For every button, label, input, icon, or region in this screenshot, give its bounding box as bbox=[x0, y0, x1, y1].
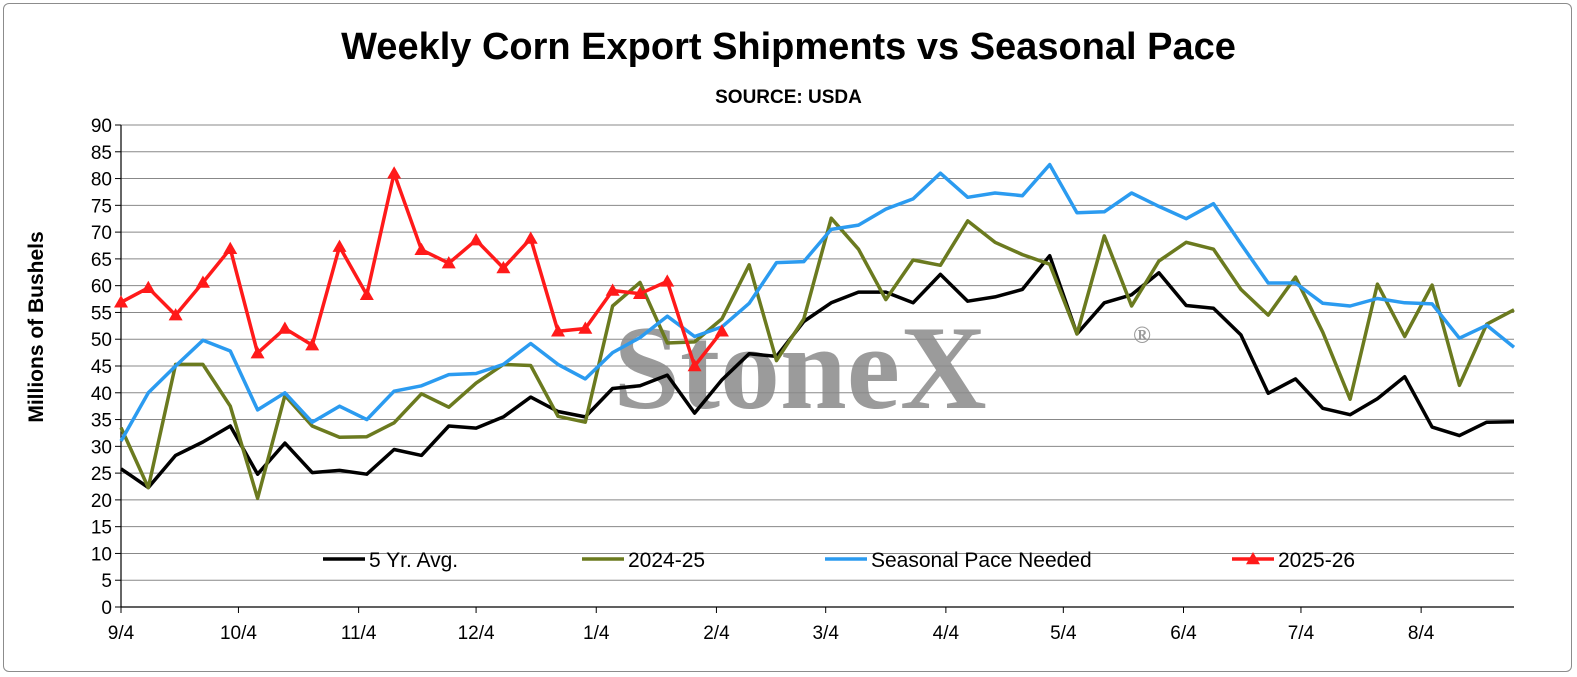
data-point-2025-26 bbox=[578, 321, 593, 334]
x-tick-label-8-4: 8/4 bbox=[1408, 623, 1435, 644]
y-tick-label-30: 30 bbox=[91, 437, 112, 458]
y-tick-label-5: 5 bbox=[101, 571, 112, 592]
y-tick-label-40: 40 bbox=[91, 384, 112, 405]
x-tick-label-11-4: 11/4 bbox=[341, 623, 377, 644]
y-tick-label-75: 75 bbox=[91, 196, 112, 217]
data-point-2025-26 bbox=[141, 280, 156, 294]
chart-title: Weekly Corn Export Shipments vs Seasonal… bbox=[341, 26, 1236, 68]
data-point-2025-26 bbox=[496, 260, 511, 274]
x-tick-label-9-4: 9/4 bbox=[108, 623, 135, 644]
data-point-2025-26 bbox=[168, 308, 183, 321]
y-tick-label-60: 60 bbox=[91, 277, 112, 298]
gridlines bbox=[121, 124, 1514, 581]
y-tick-label-50: 50 bbox=[91, 330, 112, 351]
x-tick-label-2-4: 2/4 bbox=[703, 623, 730, 644]
data-point-2025-26 bbox=[414, 242, 429, 256]
data-point-2025-26 bbox=[305, 338, 320, 351]
data-point-2025-26 bbox=[660, 274, 675, 287]
y-tick-label-70: 70 bbox=[91, 223, 112, 244]
x-tick-label-1-4: 1/4 bbox=[583, 623, 610, 644]
data-point-2025-26 bbox=[277, 321, 292, 334]
x-tick-label-7-4: 7/4 bbox=[1288, 623, 1315, 644]
data-point-2025-26 bbox=[687, 359, 702, 372]
data-point-2025-26 bbox=[551, 324, 566, 337]
series-lines bbox=[114, 162, 1516, 501]
legend-label-seasonal-pace-needed: Seasonal Pace Needed bbox=[871, 549, 1092, 572]
chart-frame bbox=[3, 3, 1572, 672]
chart-subtitle: SOURCE: USDA bbox=[715, 87, 862, 108]
y-axis-label: Millions of Bushels bbox=[25, 231, 48, 422]
y-tick-label-35: 35 bbox=[91, 411, 112, 432]
data-point-2025-26 bbox=[632, 286, 647, 299]
legend-label-2025-26: 2025-26 bbox=[1278, 549, 1355, 572]
x-tick-label-5-4: 5/4 bbox=[1050, 623, 1077, 644]
series-line-2024-25 bbox=[119, 216, 1515, 501]
y-tick-label-25: 25 bbox=[91, 464, 112, 485]
y-tick-label-45: 45 bbox=[91, 357, 112, 378]
data-point-2025-26 bbox=[250, 346, 265, 359]
y-tick-label-15: 15 bbox=[91, 518, 112, 539]
x-tick-label-12-4: 12/4 bbox=[458, 623, 495, 644]
data-point-2025-26 bbox=[114, 295, 128, 308]
axes: 0 5 10 15 20 25 30 35 40 45 50 55 60 65 70 75 80 85 90 9/4 1… bbox=[91, 116, 1514, 644]
series-line-seasonal-pace-needed bbox=[119, 162, 1516, 442]
data-point-2025-26 bbox=[469, 233, 484, 246]
series-line-5-yr-avg bbox=[120, 253, 1515, 490]
y-tick-label-55: 55 bbox=[91, 303, 112, 324]
y-tick-label-65: 65 bbox=[91, 250, 112, 271]
y-tick-label-20: 20 bbox=[91, 491, 112, 512]
data-point-2025-26 bbox=[441, 256, 456, 269]
data-point-2025-26 bbox=[387, 166, 402, 179]
y-tick-label-0: 0 bbox=[101, 598, 112, 619]
watermark-logo-text: StoneX bbox=[613, 301, 986, 434]
data-point-2025-26 bbox=[359, 287, 374, 301]
x-tick-label-4-4: 4/4 bbox=[933, 623, 960, 644]
y-tick-label-10: 10 bbox=[91, 544, 112, 565]
data-point-2025-26 bbox=[605, 283, 620, 296]
legend-marker-2025-26 bbox=[1246, 552, 1260, 565]
data-point-2025-26 bbox=[223, 241, 238, 254]
x-tick-label-6-4: 6/4 bbox=[1170, 623, 1197, 644]
data-point-2025-26 bbox=[195, 275, 210, 288]
y-tick-label-90: 90 bbox=[91, 116, 112, 137]
x-tick-label-3-4: 3/4 bbox=[812, 623, 839, 644]
y-tick-label-85: 85 bbox=[91, 143, 112, 164]
legend: 5 Yr. Avg. 2024-25 Seasonal Pace Needed 202… bbox=[323, 549, 1355, 572]
y-tick-label-80: 80 bbox=[91, 170, 112, 191]
legend-label-5-yr-avg: 5 Yr. Avg. bbox=[369, 549, 458, 572]
watermark-registered-mark: ® bbox=[1133, 323, 1151, 349]
data-point-2025-26 bbox=[714, 324, 729, 337]
data-point-2025-26 bbox=[523, 231, 538, 244]
x-tick-label-10-4: 10/4 bbox=[220, 623, 257, 644]
legend-label-2024-25: 2024-25 bbox=[628, 549, 705, 572]
data-point-2025-26 bbox=[332, 239, 347, 252]
